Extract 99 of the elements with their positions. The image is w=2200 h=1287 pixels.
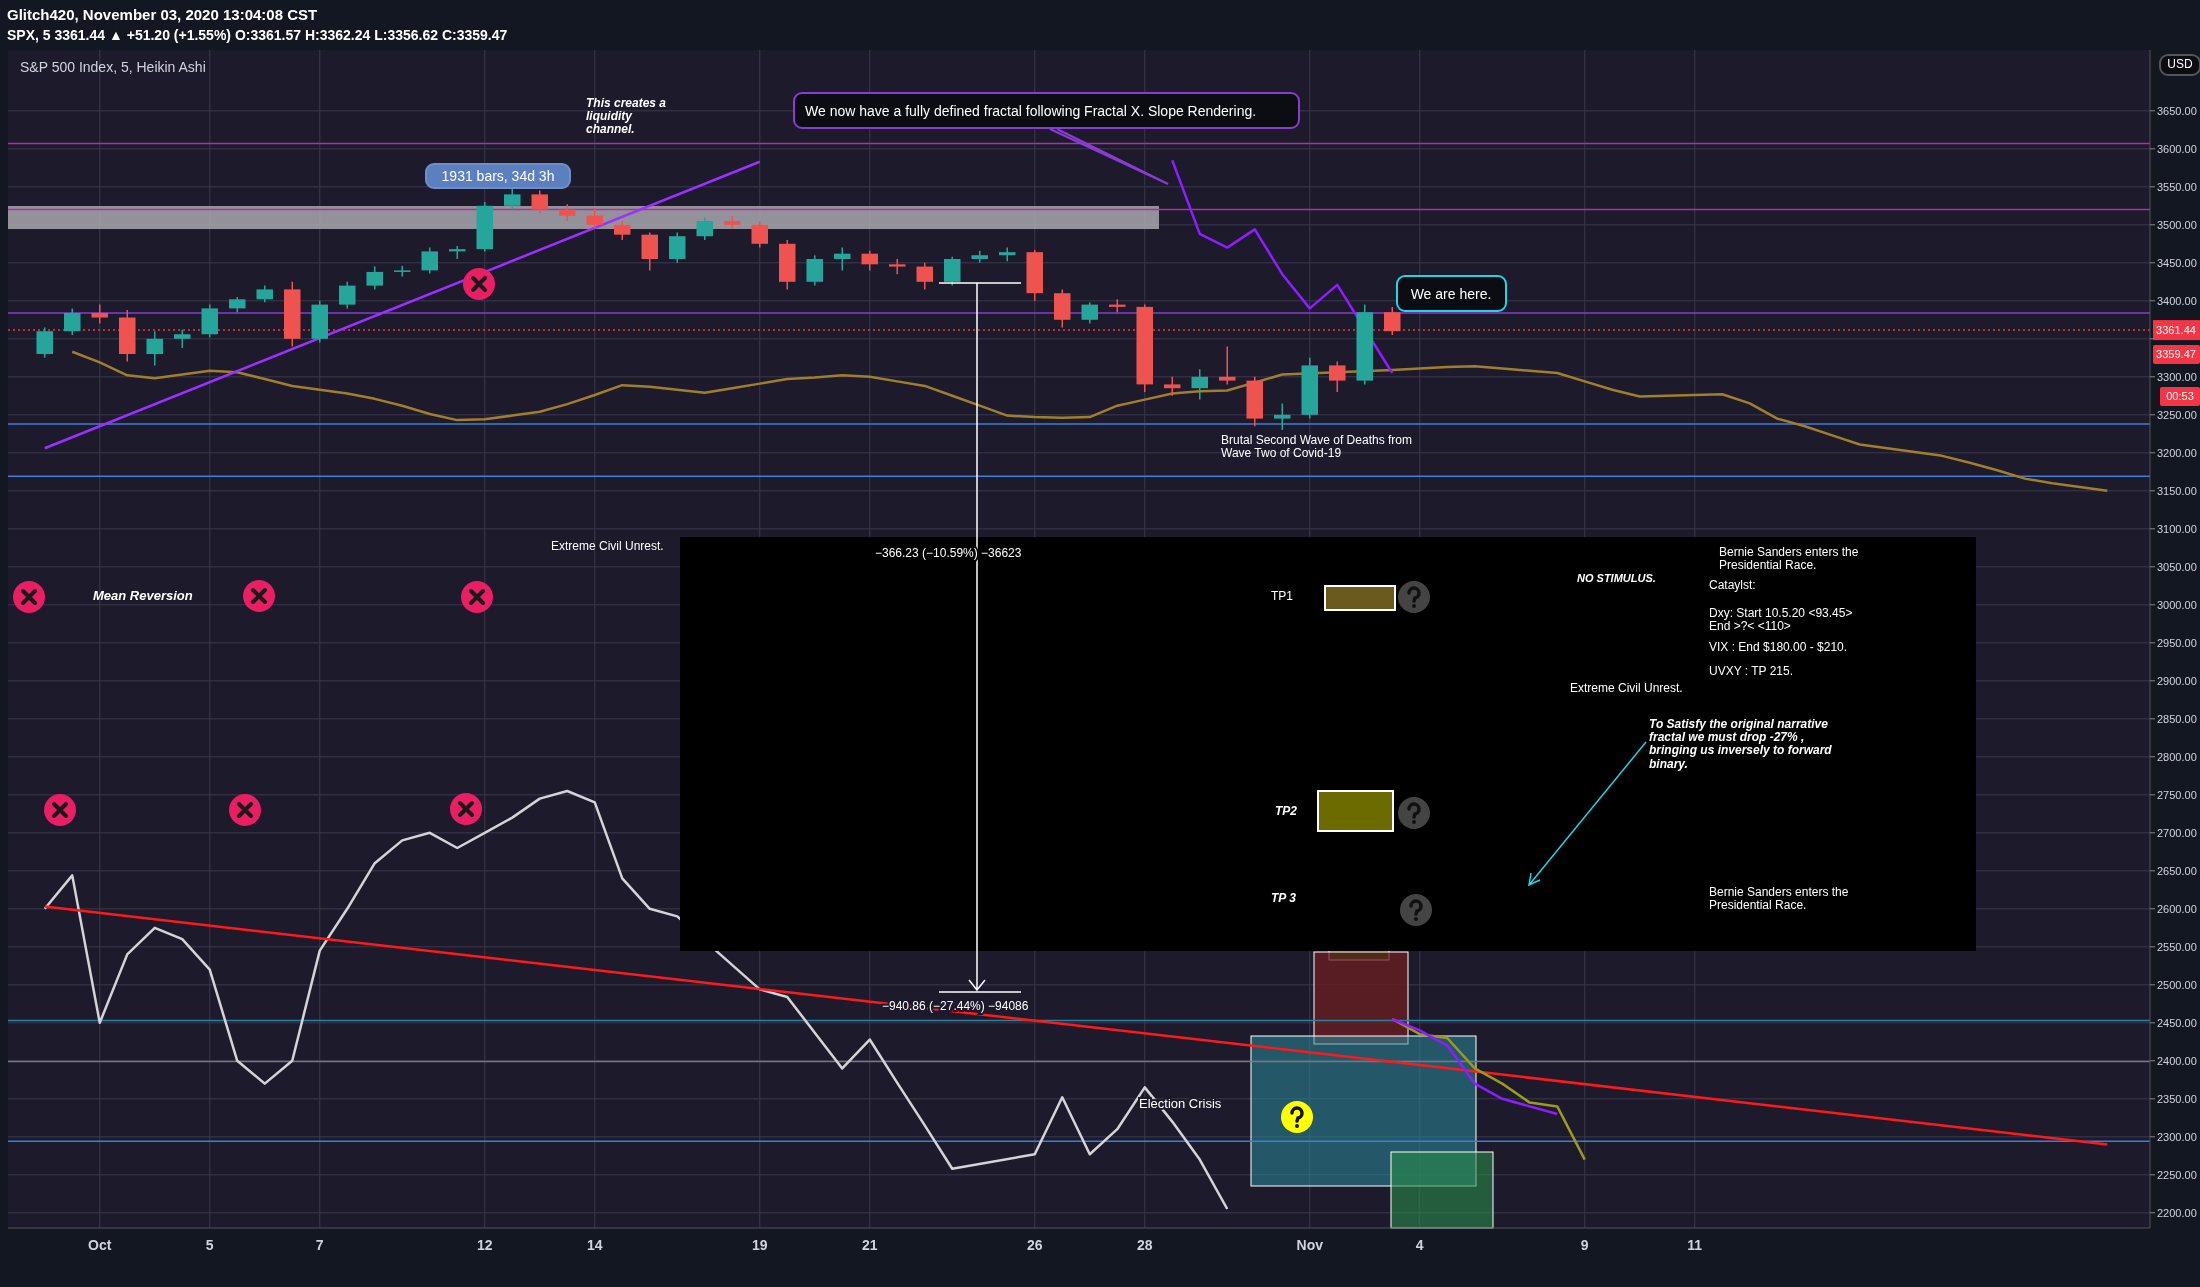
y-tick-label: 3600.00	[2157, 142, 2197, 155]
x-tick-label: 5	[205, 1237, 214, 1253]
y-tick-label: 3200.00	[2157, 446, 2197, 459]
candlestick	[174, 328, 191, 349]
candlestick	[91, 303, 108, 325]
y-tick-label: 3550.00	[2157, 180, 2197, 193]
y-tick-label: 2400.00	[2157, 1054, 2197, 1067]
line-series	[1171, 158, 1394, 375]
candlestick	[806, 254, 823, 287]
y-tick-label: 2500.00	[2157, 978, 2197, 991]
y-tick-label: 2700.00	[2157, 826, 2197, 839]
candlestick	[669, 231, 686, 264]
annotation: Brutal Second Wave of Deaths from Wave Two of Covid-19	[1221, 433, 1412, 461]
x-tick-label: 19	[751, 1237, 768, 1253]
annotation: TP1	[1271, 589, 1294, 603]
candlestick	[944, 255, 961, 287]
chart-subtitle: SPX, 5 3361.44 ▲ +51.20 (+1.55%) O:3361.57 H:3362.24 L:3356.62 C:3359.47	[7, 27, 508, 43]
y-tick-label: 3650.00	[2157, 104, 2197, 117]
line-series	[1391, 1017, 1559, 1116]
annotation: Extreme Civil Unrest.	[551, 539, 664, 553]
x-tick-label: 7	[315, 1237, 324, 1253]
annotation: Extreme Civil Unrest.	[1570, 681, 1683, 695]
annotation: Dxy: Start 10.5.20 <93.45> End >?< <110>	[1709, 606, 1853, 634]
annotation: We now have a fully defined fractal following Fractal X. Slope Rendering.	[805, 103, 1257, 119]
x-tick-label: 4	[1415, 1237, 1424, 1253]
y-tick-label: 3400.00	[2157, 294, 2197, 307]
annotation: Bernie Sanders enters the Presidential Race.	[1709, 885, 1849, 913]
x-tick-label: Nov	[1296, 1237, 1324, 1253]
candlestick	[916, 262, 933, 291]
candlestick	[1164, 376, 1181, 397]
y-tick-label: 2650.00	[2157, 864, 2197, 877]
line-series	[71, 350, 2109, 493]
y-tick-label: 2750.00	[2157, 788, 2197, 801]
candlestick	[339, 281, 356, 310]
y-tick-label: 2900.00	[2157, 674, 2197, 687]
text: Glitch420, November 03, 2020 13:04:08 CST	[7, 6, 318, 23]
annotation: VIX : End $180.00 - $210.	[1709, 640, 1848, 654]
y-tick-label: 2950.00	[2157, 636, 2197, 649]
annotation: We are here.	[1410, 286, 1492, 302]
y-tick-label: 3300.00	[2157, 370, 2197, 383]
text: USD	[2167, 57, 2193, 71]
annotation: TP2	[1275, 804, 1298, 818]
line-series	[43, 789, 1229, 1211]
text: 3359.47	[2156, 348, 2196, 360]
candlestick	[421, 246, 438, 275]
y-tick-label: 3250.00	[2157, 408, 2197, 421]
x-tick-label: 21	[861, 1237, 878, 1253]
y-tick-label: 2600.00	[2157, 902, 2197, 915]
candlestick	[861, 249, 878, 272]
ref-line-label: 3361.44	[2156, 324, 2196, 337]
y-tick-label: 3100.00	[2157, 522, 2197, 535]
candlestick	[586, 207, 603, 230]
annotation: TP 3	[1271, 891, 1297, 905]
x-tick-label: 11	[1687, 1237, 1703, 1253]
candlestick	[1081, 301, 1098, 325]
annotation: Cataylst:	[1709, 578, 1756, 592]
x-tick-label: 28	[1136, 1237, 1153, 1253]
candlestick	[531, 189, 548, 215]
candlestick	[614, 220, 631, 241]
candlestick	[1191, 368, 1208, 401]
candlestick	[1384, 306, 1401, 336]
y-tick-label: 3150.00	[2157, 484, 2197, 497]
candlestick	[1274, 402, 1291, 431]
annotation: This creates a liquidity channel.	[586, 96, 667, 137]
candlestick	[36, 326, 53, 359]
text: S&P 500 Index, 5, Heikin Ashi	[20, 59, 206, 75]
y-tick-label: 2350.00	[2157, 1092, 2197, 1105]
candlestick	[1219, 345, 1236, 386]
annotation: 1931 bars, 34d 3h	[441, 168, 555, 184]
y-tick-label: 3450.00	[2157, 256, 2197, 269]
annotation: To Satisfy the original narrative fractal we must drop -27% , bringing us inversely to forward binary.	[1649, 717, 1833, 771]
candlestick	[834, 246, 851, 272]
annotation: Mean Reversion	[93, 588, 193, 603]
y-tick-label: 3000.00	[2157, 598, 2197, 611]
y-tick-label: 2550.00	[2157, 940, 2197, 953]
x-tick-label: 12	[476, 1237, 493, 1253]
x-tick-label: 14	[586, 1237, 603, 1253]
y-tick-label: 2850.00	[2157, 712, 2197, 725]
candlestick	[696, 216, 713, 241]
line-series	[1391, 1017, 1586, 1161]
y-tick-label: 3050.00	[2157, 560, 2197, 573]
candlestick	[146, 330, 163, 367]
annotation: UVXY : TP 215.	[1709, 664, 1794, 678]
x-tick-label: 26	[1026, 1237, 1043, 1253]
y-tick-label: 3500.00	[2157, 218, 2197, 231]
y-tick-label: 2450.00	[2157, 1016, 2197, 1029]
y-tick-label: 2200.00	[2157, 1206, 2197, 1219]
candlestick	[64, 307, 81, 336]
candlestick	[1329, 360, 1346, 393]
y-tick-label: 2800.00	[2157, 750, 2197, 763]
x-tick-label: 9	[1580, 1237, 1589, 1253]
candlestick	[366, 265, 383, 291]
annotation: Bernie Sanders enters the Presidential Race.	[1719, 545, 1859, 573]
annotation: NO STIMULUS.	[1577, 572, 1656, 584]
candlestick	[751, 220, 768, 249]
text: 00:53	[2166, 390, 2194, 402]
y-tick-label: 2300.00	[2157, 1130, 2197, 1143]
y-tick-label: 2250.00	[2157, 1168, 2197, 1181]
x-tick-label: Oct	[88, 1237, 112, 1253]
